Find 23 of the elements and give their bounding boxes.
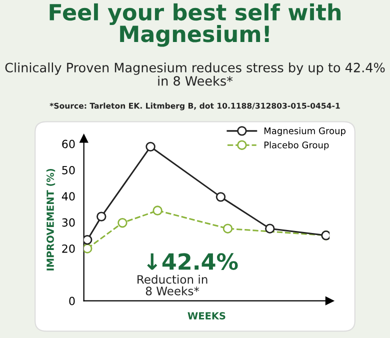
annotation: Reduction in 8 Weeks* — [138, 274, 208, 296]
point — [265, 224, 275, 234]
point — [216, 192, 226, 202]
point — [152, 206, 162, 216]
point — [84, 244, 92, 254]
y-tick-label: 40 — [62, 192, 75, 201]
annotation: ↓42.4% — [147, 253, 238, 270]
y-tick-label: 30 — [62, 218, 75, 227]
y-tick-label: 20 — [62, 244, 75, 253]
point — [222, 224, 233, 234]
y-tick-label: 50 — [62, 166, 75, 174]
y-tick-label: 0 — [69, 296, 75, 306]
y-axis-title: IMPROVEMENT (%) — [46, 168, 56, 270]
point — [84, 234, 92, 245]
chart-subtitle: Clinically Proven Magnesium reduces stress by up to 42.4% in 8 Weeks* — [5, 62, 385, 86]
point — [96, 212, 106, 222]
point — [146, 142, 156, 152]
y-tick-label: 60 — [62, 140, 75, 148]
point — [118, 218, 128, 228]
chart-title: Feel your best self with Magnesium! — [50, 3, 341, 47]
x-axis-title: WEEKS — [188, 312, 226, 320]
legend-label: Magnesium Group — [264, 127, 346, 136]
legend-label: Placebo Group — [264, 141, 329, 150]
